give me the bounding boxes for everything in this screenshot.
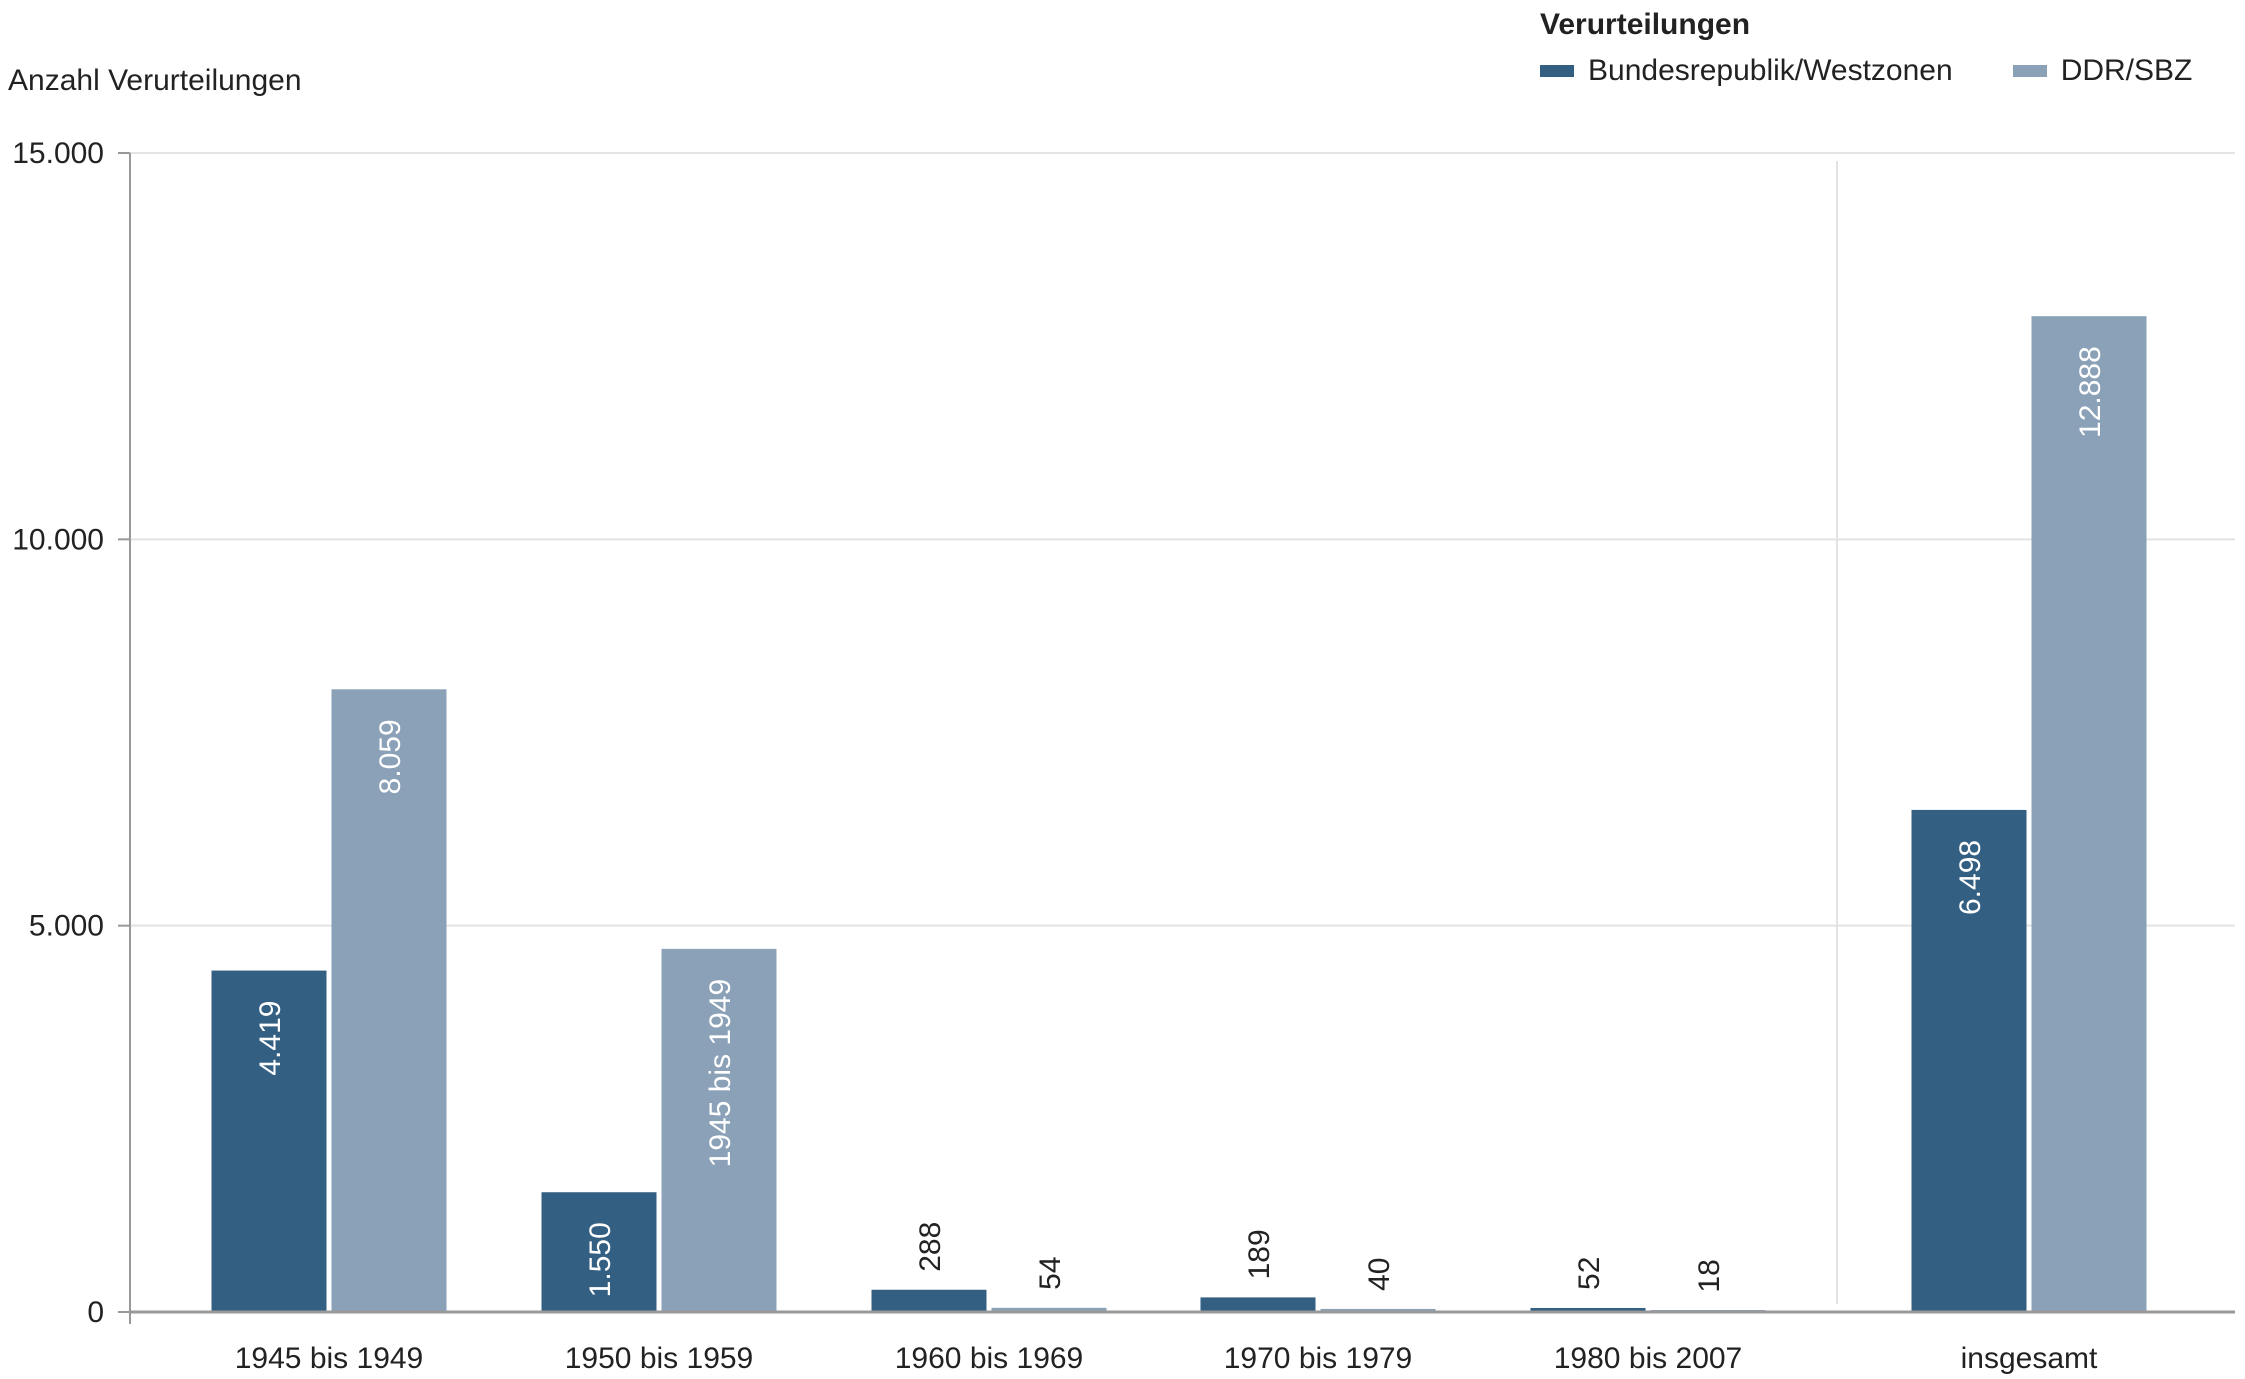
legend-label-bundesrepublik: Bundesrepublik/Westzonen — [1588, 54, 1953, 87]
y-tick-label: 0 — [87, 1296, 104, 1329]
data-label: 189 — [1243, 1229, 1276, 1279]
x-tick-label: insgesamt — [1961, 1342, 2098, 1375]
bar — [1911, 809, 2027, 1312]
x-tick-label: 1970 bis 1979 — [1224, 1342, 1413, 1375]
legend-swatch-bundesrepublik — [1540, 65, 1574, 77]
legend-label-ddr: DDR/SBZ — [2060, 54, 2193, 87]
data-label: 4.419 — [254, 1001, 287, 1076]
bar — [2031, 316, 2147, 1312]
legend-item-bundesrepublik: Bundesrepublik/Westzonen — [1540, 54, 1953, 88]
x-tick-label: 1980 bis 2007 — [1554, 1342, 1743, 1375]
bar — [211, 970, 327, 1312]
legend: Verurteilungen Bundesrepublik/Westzonen … — [1540, 8, 2192, 88]
bar — [1200, 1297, 1316, 1312]
x-tick-label: 1950 bis 1959 — [565, 1342, 754, 1375]
data-label: 52 — [1573, 1257, 1606, 1290]
legend-item-ddr: DDR/SBZ — [2012, 54, 2193, 88]
data-label: 54 — [1034, 1256, 1067, 1289]
x-tick-label: 1960 bis 1969 — [895, 1342, 1084, 1375]
bar — [1320, 1308, 1436, 1312]
data-label: 40 — [1363, 1258, 1396, 1291]
legend-swatch-ddr — [2012, 65, 2047, 77]
data-label: 1945 bis 1949 — [704, 979, 737, 1168]
bar — [991, 1307, 1107, 1312]
bar — [661, 948, 777, 1312]
y-tick-label: 15.000 — [12, 137, 104, 170]
bar — [1530, 1307, 1646, 1312]
y-axis-label: Anzahl Verurteilungen — [8, 64, 302, 97]
y-tick-label: 5.000 — [29, 910, 104, 943]
data-label: 288 — [914, 1222, 947, 1272]
bar — [541, 1192, 657, 1312]
data-label: 8.059 — [374, 719, 407, 794]
data-label: 1.550 — [584, 1222, 617, 1297]
data-label: 12.888 — [2074, 346, 2107, 438]
legend-title: Verurteilungen — [1540, 8, 1751, 41]
data-label: 18 — [1693, 1259, 1726, 1292]
x-tick-label: 1945 bis 1949 — [235, 1342, 424, 1375]
bar — [331, 689, 447, 1312]
data-label: 6.498 — [1954, 840, 1987, 915]
y-tick-label: 10.000 — [12, 523, 104, 556]
bar — [871, 1289, 987, 1312]
